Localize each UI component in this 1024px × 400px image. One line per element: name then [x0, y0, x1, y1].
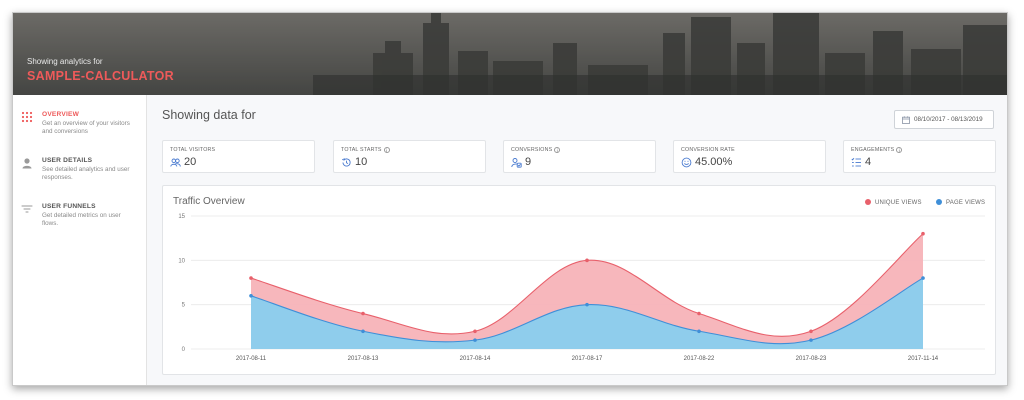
legend-label: PAGE VIEWS [946, 200, 986, 206]
unique-views-point [249, 276, 253, 280]
funnel-icon [21, 205, 33, 213]
date-range-picker[interactable]: 08/10/2017 - 08/13/2019 [894, 110, 994, 129]
info-icon[interactable]: i [383, 147, 390, 153]
calendar-icon [902, 116, 910, 124]
y-tick-label: 5 [182, 303, 186, 309]
stat-card-total-visitors: TOTAL VISITORS 20 [162, 140, 315, 173]
info-icon[interactable]: i [896, 147, 903, 153]
sidebar-item-desc: See detailed analytics and user response… [42, 166, 130, 182]
x-tick-label: 2017-08-14 [460, 356, 491, 362]
sidebar-item-label: USER FUNNELS [42, 203, 96, 210]
smile-icon [681, 157, 692, 168]
stat-card-conversions: CONVERSIONS i 9 [503, 140, 656, 173]
sidebar-item-label: OVERVIEW [42, 111, 80, 118]
sidebar: OVERVIEW Get an overview of your visitor… [13, 95, 147, 385]
legend-marker [865, 199, 871, 205]
unique-views-point [697, 311, 701, 316]
legend-item-unique-views[interactable]: UNIQUE VIEWS [865, 199, 922, 206]
sidebar-item-label: USER DETAILS [42, 157, 93, 164]
page-views-point [361, 329, 365, 334]
y-tick-label: 0 [182, 347, 186, 353]
page-views-point [697, 329, 701, 334]
unique-views-point [473, 329, 477, 334]
legend-item-page-views[interactable]: PAGE VIEWS [936, 199, 985, 206]
sidebar-item-desc: Get an overview of your visitors and con… [42, 120, 130, 136]
unique-views-point [585, 258, 589, 263]
user-icon [22, 158, 32, 169]
stat-label: CONVERSION RATE [681, 147, 735, 153]
x-tick-label: 2017-08-22 [684, 356, 715, 362]
stat-value: 45.00% [695, 156, 733, 168]
page-views-point [809, 338, 813, 342]
header-banner: Showing analytics for SAMPLE-CALCULATOR [13, 13, 1007, 95]
sidebar-item-user-details[interactable]: USER DETAILS See detailed analytics and … [13, 155, 147, 199]
stat-label: ENGAGEMENTS i [851, 147, 903, 153]
page-views-point [921, 276, 925, 280]
project-title: SAMPLE-CALCULATOR [27, 69, 174, 83]
x-tick-label: 2017-08-13 [348, 356, 379, 362]
stat-card-total-starts: TOTAL STARTS i 10 [333, 140, 486, 173]
y-tick-label: 15 [178, 214, 185, 220]
x-tick-label: 2017-08-17 [572, 356, 603, 362]
stat-card-conversion-rate: CONVERSION RATE 45.00% [673, 140, 826, 173]
unique-views-point [809, 329, 813, 334]
stat-label: CONVERSIONS i [511, 147, 561, 153]
unique-views-point [361, 311, 365, 316]
x-tick-label: 2017-11-14 [908, 356, 939, 362]
page-views-point [249, 294, 253, 298]
sidebar-item-overview[interactable]: OVERVIEW Get an overview of your visitor… [13, 109, 147, 153]
y-tick-label: 10 [178, 258, 185, 264]
stat-value: 4 [865, 156, 872, 168]
stat-card-engagements: ENGAGEMENTS i 4 [843, 140, 996, 173]
stat-label: TOTAL VISITORS [170, 147, 216, 153]
info-icon[interactable]: i [554, 147, 561, 153]
chart-title: Traffic Overview [173, 196, 245, 207]
unique-views-area [251, 233, 923, 349]
legend-marker [936, 199, 942, 205]
users-icon [170, 158, 181, 167]
sidebar-item-user-funnels[interactable]: USER FUNNELS Get detailed metrics on use… [13, 201, 147, 245]
grid-icon [21, 111, 33, 123]
x-tick-label: 2017-08-23 [796, 356, 827, 362]
page-views-point [585, 302, 589, 307]
stat-label: TOTAL STARTS i [341, 147, 390, 153]
app-window: Showing analytics for SAMPLE-CALCULATOR … [12, 12, 1008, 386]
date-range-text: 08/10/2017 - 08/13/2019 [914, 116, 983, 123]
history-icon [342, 158, 351, 167]
main-content: Showing data for 08/10/2017 - 08/13/2019… [148, 95, 1007, 385]
unique-views-point [921, 231, 925, 236]
x-tick-label: 2017-08-11 [236, 356, 267, 362]
skyline-background [13, 13, 1007, 95]
header-subtitle: Showing analytics for [27, 57, 103, 66]
list-icon [851, 157, 861, 167]
stat-value: 10 [355, 156, 368, 168]
sidebar-item-desc: Get detailed metrics on user flows. [42, 212, 121, 228]
stat-value: 9 [525, 156, 532, 168]
user-check-icon [511, 158, 522, 168]
page-views-area [251, 278, 923, 349]
traffic-overview-card: Traffic Overview UNIQUE VIEWS PAGE VIEWS… [162, 185, 996, 375]
traffic-chart: 0 5 10 15 2017-08-11 2017-08-13 2017-08-14 2017… [178, 214, 985, 362]
legend-label: UNIQUE VIEWS [875, 200, 922, 206]
page-title: Showing data for [162, 108, 256, 122]
stat-value: 20 [184, 156, 197, 168]
page-views-point [473, 338, 477, 342]
